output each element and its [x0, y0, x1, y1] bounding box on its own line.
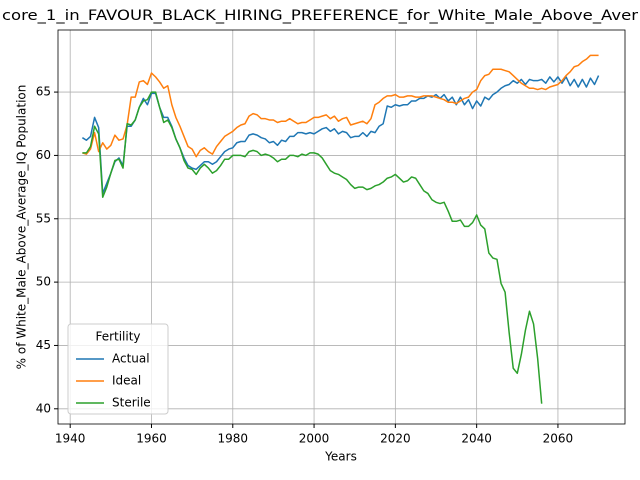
plot-frame — [57, 29, 626, 425]
x-tick-label: 2040 — [461, 432, 492, 446]
x-tick-label: 2000 — [299, 432, 330, 446]
x-tick-label: 2060 — [543, 432, 574, 446]
y-tick-label: 55 — [36, 211, 51, 225]
y-tick-label: 45 — [36, 338, 51, 352]
y-tick-label: 50 — [36, 275, 51, 289]
line-series — [82, 54, 599, 158]
legend-label: Sterile — [112, 396, 151, 410]
chart-title: core_1_in_FAVOUR_BLACK_HIRING_PREFERENCE… — [2, 8, 638, 24]
legend: Fertility Actual Ideal Sterile — [67, 323, 169, 415]
x-tick-label: 1940 — [55, 432, 86, 446]
y-tick-label: 40 — [36, 401, 51, 415]
line-series — [81, 75, 600, 195]
line-series — [82, 91, 543, 404]
x-tick-label: 1960 — [136, 432, 167, 446]
x-tick-label: 1980 — [218, 432, 249, 446]
legend-box — [67, 323, 169, 415]
legend-label: Ideal — [112, 374, 141, 388]
y-axis-label: % of White_Male_Above_Average_IQ Populat… — [15, 85, 29, 370]
y-tick-label: 60 — [36, 148, 51, 162]
x-axis-label: Years — [324, 450, 357, 464]
x-tick-label: 2020 — [380, 432, 411, 446]
y-tick-label: 65 — [36, 85, 51, 99]
legend-label: Actual — [112, 352, 150, 366]
legend-title: Fertility — [95, 330, 140, 344]
